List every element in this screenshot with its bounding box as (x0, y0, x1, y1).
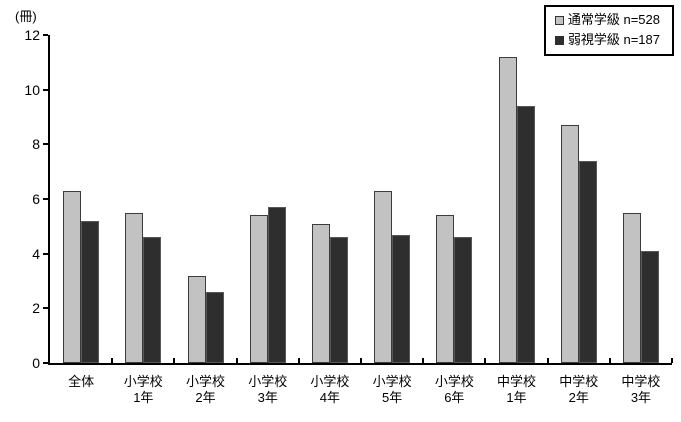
bar-group (237, 35, 301, 363)
bar (374, 190, 393, 363)
y-axis-tick-label: 8 (32, 136, 40, 153)
x-axis-category-label: 小学校 3年 (237, 374, 299, 406)
y-axis-tick-label: 6 (32, 191, 40, 207)
bar-group (548, 35, 612, 363)
x-axis-label-line: 2年 (568, 390, 589, 405)
y-axis-tick (43, 143, 48, 146)
bar (311, 223, 330, 363)
bar (454, 237, 473, 363)
bar (249, 215, 268, 363)
x-axis-label-line: 小学校 (248, 374, 288, 389)
x-axis-label-line: 4年 (319, 390, 341, 405)
bar (622, 212, 641, 363)
x-axis-label-line: 小学校 (186, 374, 226, 389)
legend-label: 弱視学級 n=187 (567, 32, 660, 47)
y-axis-tick-label: 4 (32, 245, 40, 262)
x-axis-label-line: 6年 (444, 390, 465, 405)
bar (560, 125, 579, 363)
y-axis-unit-label: (冊) (15, 9, 37, 24)
bar (392, 234, 411, 363)
bar (329, 237, 348, 363)
y-axis-tick (43, 88, 48, 91)
bar (436, 215, 455, 363)
bar (516, 106, 535, 363)
x-axis-category-label: 中学校 2年 (548, 374, 610, 406)
x-axis-labels: 全体 小学校 1年 小学校 2年 小学校 3年 小学校 4年 小学校 5年 小学校 6年 中学校 1年 中学校… (50, 374, 672, 406)
x-axis-label-line: 5年 (382, 390, 403, 405)
bar (205, 291, 224, 363)
y-axis-tick-label: 0 (32, 355, 40, 371)
bar-group (174, 35, 238, 363)
bar (640, 250, 659, 363)
bar-group (299, 35, 363, 363)
x-axis-category-label: 小学校 2年 (174, 374, 236, 406)
x-axis-category-label: 中学校 1年 (485, 374, 547, 406)
x-axis-label-line: 3年 (630, 390, 652, 405)
x-axis-category-label: 小学校 5年 (361, 374, 423, 406)
bar (498, 56, 517, 363)
bar (578, 160, 597, 363)
x-axis-label-line: 全体 (68, 374, 95, 389)
legend-item: 弱視学級 n=187 (554, 32, 660, 47)
bar-group (485, 35, 549, 363)
x-axis-label-line: 2年 (195, 390, 216, 405)
bar (63, 190, 82, 363)
x-axis-category-label: 小学校 6年 (423, 374, 485, 406)
x-axis-label-line: 小学校 (310, 374, 350, 389)
x-axis-category-label: 全体 (50, 374, 112, 406)
x-axis-label-line: 中学校 (621, 374, 661, 389)
x-axis-label-line: 中学校 (559, 374, 599, 389)
bar (267, 207, 286, 363)
x-axis-label-line: 3年 (257, 390, 278, 405)
bar (143, 237, 162, 363)
bar-group (610, 35, 674, 363)
bar (187, 275, 206, 363)
y-axis-tick (43, 252, 48, 255)
y-axis-tick-label: 10 (24, 81, 40, 98)
legend-marker-icon (554, 15, 564, 25)
legend-label: 通常学級 n=528 (567, 12, 660, 27)
x-axis-label-line: 小学校 (434, 374, 474, 389)
bar-group (112, 35, 176, 363)
x-axis-label-line: 小学校 (372, 374, 412, 389)
legend: 通常学級 n=528 弱視学級 n=187 (543, 5, 674, 56)
bar-group (50, 35, 114, 363)
legend-item: 通常学級 n=528 (554, 12, 660, 27)
bar-group (423, 35, 487, 363)
bar-group (361, 35, 425, 363)
y-axis-tick (43, 362, 48, 364)
y-axis-tick-label: 2 (32, 300, 40, 317)
y-axis-tick (43, 307, 48, 310)
bar (125, 212, 144, 363)
x-axis-category-label: 小学校 4年 (299, 374, 361, 406)
x-axis-label-line: 中学校 (497, 374, 537, 389)
x-axis-category-label: 小学校 1年 (112, 374, 174, 406)
x-axis-label-line: 1年 (133, 390, 154, 405)
plot-area (48, 35, 674, 365)
y-axis-tick-label: 12 (24, 27, 40, 43)
x-axis-label-line: 1年 (506, 390, 527, 405)
x-axis-category-label: 中学校 3年 (610, 374, 672, 406)
bar (81, 220, 100, 363)
y-axis-tick (43, 198, 48, 200)
legend-marker-icon (554, 35, 564, 45)
y-axis-tick (43, 34, 48, 36)
x-axis-label-line: 小学校 (123, 374, 163, 389)
